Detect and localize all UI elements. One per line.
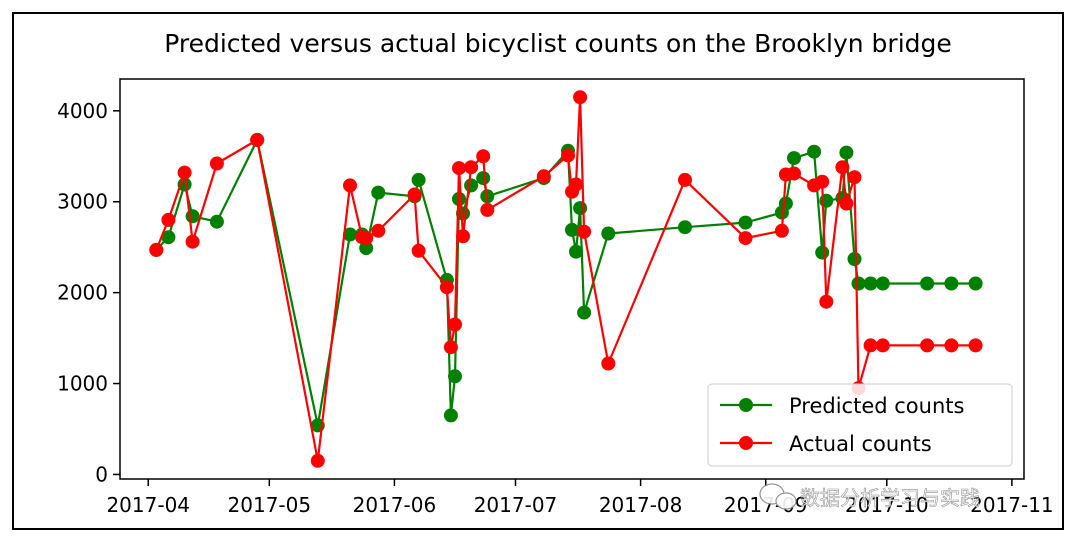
data-point: [944, 338, 959, 353]
data-point: [601, 226, 616, 241]
data-point: [209, 156, 224, 171]
y-tick-label: 3000: [57, 190, 108, 214]
data-point: [577, 224, 592, 239]
legend-marker-predicted: [739, 398, 753, 412]
data-point: [371, 185, 386, 200]
data-point: [464, 160, 479, 175]
x-axis: 2017-04 2017-05 2017-06 2017-07 2017-08 2017-…: [106, 479, 1054, 517]
data-point: [863, 276, 878, 291]
data-point: [968, 276, 983, 291]
data-point: [149, 242, 164, 257]
data-point: [807, 144, 822, 159]
data-point: [480, 202, 495, 217]
data-point: [573, 90, 588, 105]
data-point: [411, 243, 426, 258]
data-point: [310, 453, 325, 468]
data-point: [573, 201, 588, 216]
data-point: [787, 166, 801, 181]
data-point: [561, 148, 575, 163]
data-point: [738, 231, 753, 246]
data-point: [443, 408, 458, 423]
y-tick-label: 0: [95, 462, 108, 486]
data-point: [185, 209, 200, 224]
data-point: [359, 241, 374, 256]
data-point: [601, 356, 616, 371]
legend-marker-actual: [739, 436, 753, 450]
data-point: [944, 276, 959, 291]
data-point: [778, 196, 793, 211]
data-point: [839, 145, 854, 160]
data-point: [774, 223, 789, 238]
wechat-icon: [759, 483, 797, 510]
legend-label-actual: Actual counts: [789, 432, 932, 456]
data-point: [678, 220, 692, 235]
data-point: [847, 252, 862, 266]
data-point: [476, 171, 491, 186]
data-point: [875, 338, 890, 353]
data-point: [343, 227, 357, 242]
data-point: [359, 231, 374, 246]
data-point: [875, 276, 890, 291]
data-point: [815, 245, 830, 260]
x-tick-label: 2017-11: [970, 493, 1054, 517]
data-point: [565, 222, 579, 237]
data-point: [569, 177, 583, 192]
data-point: [448, 369, 462, 384]
data-point: [577, 305, 592, 320]
data-point: [839, 196, 854, 211]
data-point: [787, 151, 801, 166]
data-point: [536, 169, 551, 184]
data-point: [177, 165, 192, 180]
y-axis: 0 1000 2000 3000 4000: [57, 99, 120, 486]
data-point: [411, 172, 426, 187]
x-tick-label: 2017-05: [228, 493, 312, 517]
data-point: [161, 212, 176, 227]
x-tick-label: 2017-04: [106, 493, 190, 517]
data-point: [863, 338, 878, 353]
series-actual: [149, 90, 983, 468]
data-point: [448, 317, 462, 332]
series-layer: [149, 90, 983, 468]
legend-label-predicted: Predicted counts: [789, 394, 964, 418]
data-point: [443, 340, 458, 355]
watermark-text: 数据分析学习与实践: [800, 486, 980, 510]
data-point: [815, 174, 830, 189]
chart-title: Predicted versus actual bicyclist counts…: [164, 29, 952, 58]
y-tick-label: 1000: [57, 372, 108, 396]
x-tick-label: 2017-10: [845, 493, 929, 517]
data-point: [209, 214, 224, 229]
data-point: [250, 132, 265, 147]
data-point: [456, 229, 470, 244]
data-point: [185, 234, 200, 249]
x-tick-label: 2017-08: [599, 493, 683, 517]
x-tick-label: 2017-06: [353, 493, 437, 517]
data-point: [343, 178, 357, 193]
plot-area: [119, 78, 1025, 480]
data-point: [968, 338, 983, 353]
data-point: [407, 187, 422, 202]
data-point: [678, 172, 692, 187]
data-point: [371, 223, 386, 238]
data-point: [847, 170, 862, 185]
data-point: [920, 338, 935, 353]
legend-box: [707, 383, 1013, 467]
data-point: [439, 280, 454, 295]
data-point: [161, 230, 176, 245]
data-point: [464, 178, 479, 193]
data-point: [476, 149, 491, 164]
x-tick-label: 2017-07: [474, 493, 558, 517]
data-point: [819, 193, 834, 208]
y-tick-label: 2000: [57, 281, 108, 305]
data-point: [835, 160, 850, 175]
y-tick-label: 4000: [57, 99, 108, 123]
data-point: [452, 161, 466, 176]
data-point: [569, 244, 583, 259]
legend: Predicted counts Actual counts: [707, 383, 1013, 467]
data-point: [819, 294, 834, 309]
data-point: [920, 276, 935, 291]
data-point: [851, 276, 866, 291]
watermark: 数据分析学习与实践: [759, 483, 980, 510]
data-point: [738, 215, 753, 230]
